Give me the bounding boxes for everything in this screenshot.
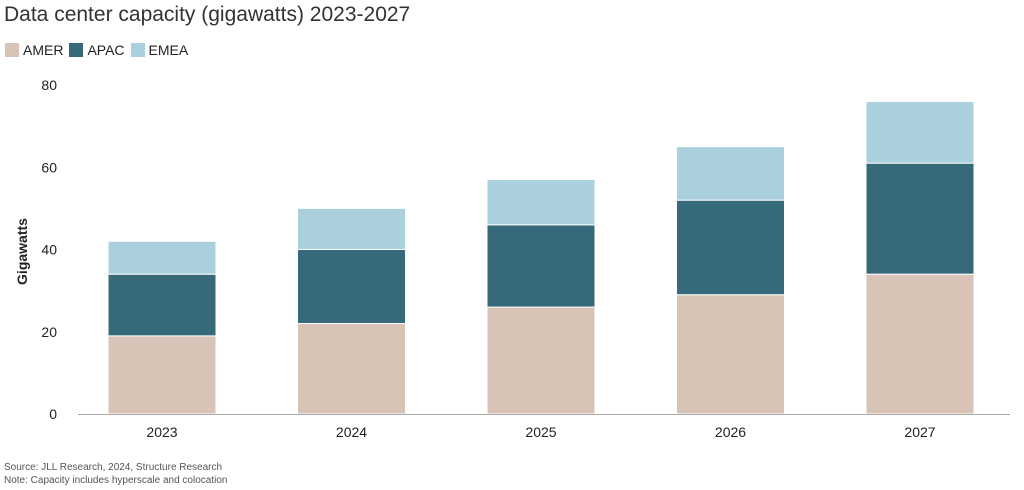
legend-swatch-apac: [69, 43, 84, 57]
legend-label-emea: EMEA: [148, 42, 189, 58]
bar-apac-2027: [865, 162, 975, 275]
bar-apac-2026: [676, 199, 785, 296]
capacity-note: Note: Capacity includes hyperscale and c…: [4, 475, 228, 486]
bar-emea-2026: [676, 146, 785, 201]
bar-emea-2024: [297, 207, 406, 250]
bar-emea-2025: [486, 179, 596, 226]
chart-footer: Source: JLL Research, 2024, Structure Re…: [4, 461, 227, 487]
bar-apac-2024: [297, 249, 406, 325]
legend-item-amer: AMER: [5, 42, 63, 58]
x-tick-label: 2026: [715, 424, 746, 440]
y-tick-label: 20: [41, 324, 57, 340]
x-tick-label: 2024: [336, 424, 367, 440]
legend-item-apac: APAC: [69, 42, 125, 58]
x-tick-label: 2023: [146, 424, 177, 440]
y-tick-label: 40: [41, 242, 57, 258]
bar-amer-2024: [297, 323, 406, 415]
chart-title: Data center capacity (gigawatts) 2023-20…: [4, 3, 411, 26]
y-tick-label: 0: [49, 406, 57, 422]
bar-amer-2027: [865, 273, 975, 415]
chart-legend: AMER APAC EMEA: [5, 42, 194, 58]
bar-amer-2023: [107, 335, 217, 415]
bar-amer-2026: [676, 294, 785, 415]
bar-apac-2025: [486, 224, 596, 308]
bar-emea-2023: [107, 240, 217, 275]
y-axis-title: Gigawatts: [14, 218, 30, 285]
y-tick-label: 60: [41, 159, 57, 175]
legend-label-amer: AMER: [23, 42, 64, 58]
legend-swatch-amer: [5, 43, 19, 57]
legend-label-apac: APAC: [87, 42, 125, 58]
source-note: Source: JLL Research, 2024, Structure Re…: [4, 462, 223, 473]
bar-amer-2025: [486, 306, 596, 415]
y-tick-label: 80: [41, 77, 57, 93]
x-tick-label: 2025: [525, 424, 556, 440]
bar-emea-2027: [865, 100, 975, 164]
legend-swatch-emea: [130, 43, 145, 57]
legend-item-emea: EMEA: [130, 42, 189, 58]
x-tick-label: 2027: [904, 424, 935, 440]
bar-apac-2023: [107, 273, 217, 337]
